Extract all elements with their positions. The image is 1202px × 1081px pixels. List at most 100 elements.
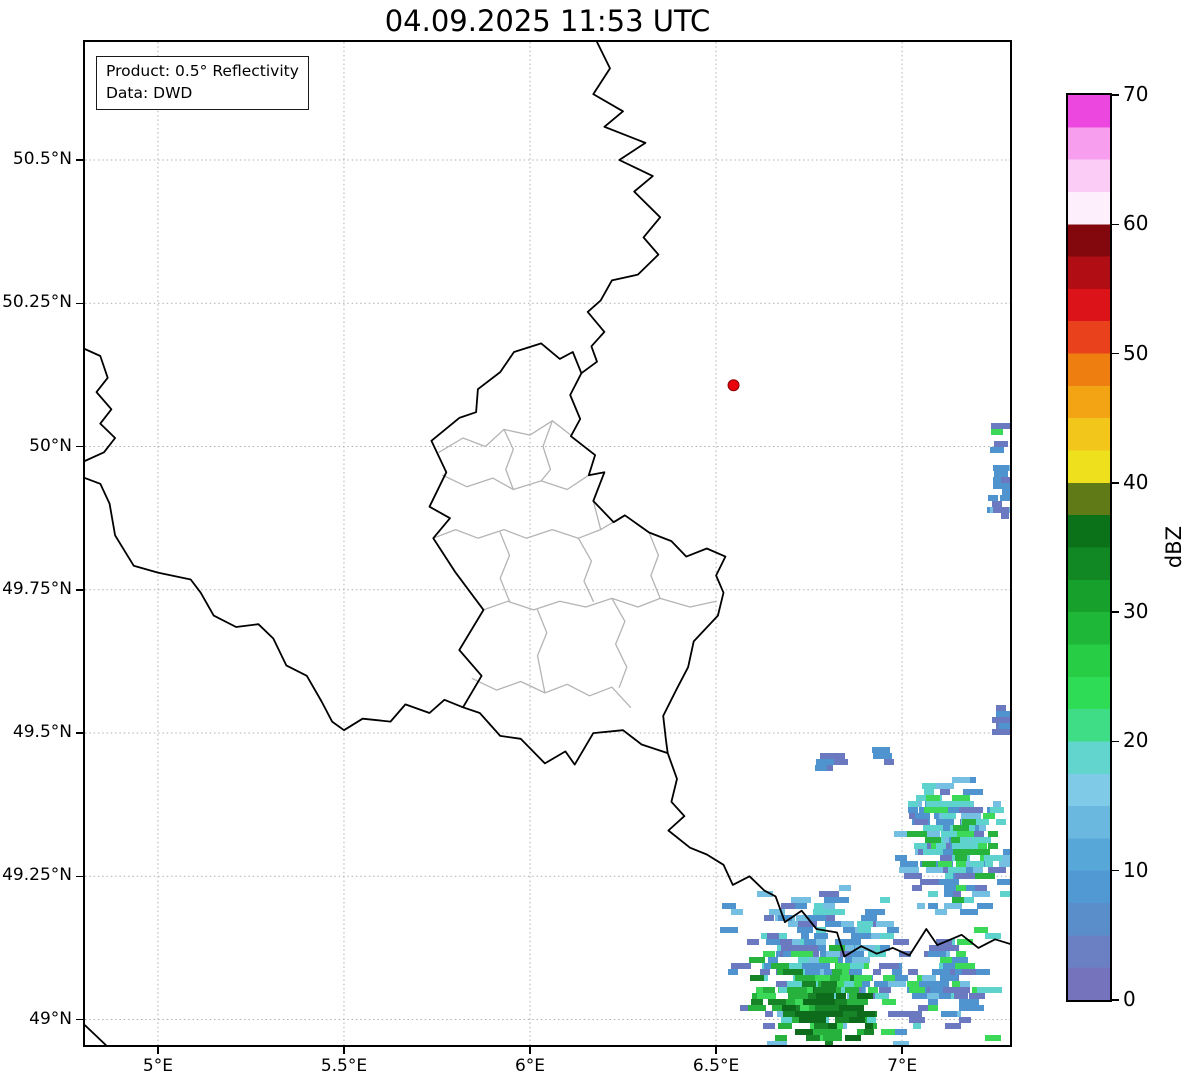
radar-echo-cell (765, 1011, 773, 1017)
map-plot-area: Product: 0.5° Reflectivity Data: DWD (83, 40, 1012, 1047)
radar-echo-cell (845, 939, 861, 945)
radar-echo-cell (975, 873, 995, 879)
radar-echo-cell (801, 933, 809, 939)
radar-site-marker (727, 379, 740, 392)
radar-echo-cell (768, 999, 786, 1005)
radar-echo-cell (945, 873, 953, 879)
radar-echo-cell (793, 1005, 809, 1011)
radar-echo-cell (983, 813, 995, 819)
radar-echo-cell (945, 1023, 961, 1029)
radar-echo-cell (832, 969, 842, 975)
radar-echo-cell (956, 831, 974, 837)
radar-echo-cell (974, 927, 988, 933)
radar-echo-cell (804, 939, 822, 945)
radar-echo-cell (881, 1029, 897, 1035)
colorbar-label: dBZ (1162, 525, 1186, 569)
y-tick (76, 302, 83, 305)
radar-echo-cell (927, 993, 939, 999)
radar-echo-cell (914, 819, 928, 825)
radar-echo-cell (763, 987, 775, 993)
radar-echo-cell (922, 783, 936, 789)
y-tick-label: 50.25°N (2, 292, 72, 313)
radar-echo-cell (761, 933, 769, 939)
radar-echo-cell (864, 1029, 874, 1035)
radar-echo-cell (756, 987, 766, 993)
colorbar-tick (1112, 611, 1119, 613)
radar-echo-cell (814, 1023, 828, 1029)
radar-echo-cell (971, 867, 983, 873)
radar-echo-cell (936, 819, 954, 825)
radar-echo-cell (808, 1017, 818, 1023)
radar-echo-cell (909, 987, 925, 993)
radar-echo-cell (994, 471, 1008, 477)
radar-echo-cell (816, 993, 834, 999)
radar-echo-cell (936, 843, 946, 849)
radar-echo-cell (826, 1005, 840, 1011)
radar-echo-cell (825, 1041, 833, 1045)
radar-echo-cell (917, 903, 925, 909)
info-product-line: Product: 0.5° Reflectivity (106, 62, 299, 80)
radar-echo-cell (955, 855, 967, 861)
district-border (432, 514, 626, 539)
radar-echo-cell (953, 825, 969, 831)
radar-echo-cell (912, 885, 922, 891)
radar-echo-cell (993, 465, 1009, 471)
radar-echo-cell (819, 957, 831, 963)
colorbar-tick-label: 0 (1123, 987, 1136, 1011)
y-tick (76, 445, 83, 448)
radar-echo-cell (844, 981, 854, 987)
district-border (540, 420, 553, 482)
radar-echo-cell (855, 1011, 875, 1017)
radar-echo-cell (977, 903, 993, 909)
radar-echo-cell (1003, 849, 1010, 855)
radar-echo-cell (798, 957, 812, 963)
radar-echo-cell (923, 825, 943, 831)
radar-echo-cell (924, 789, 934, 795)
radar-echo-cell (960, 909, 978, 915)
radar-echo-cell (932, 969, 950, 975)
radar-echo-cell (844, 945, 854, 951)
radar-echo-cell (899, 867, 919, 873)
radar-echo-cell (847, 987, 859, 993)
radar-echo-cell (826, 951, 840, 957)
radar-echo-cell (930, 987, 944, 993)
radar-echo-cell (952, 795, 970, 801)
radar-echo-cell (822, 987, 836, 993)
colorbar-tick-label: 50 (1123, 340, 1149, 365)
radar-echo-cell (960, 849, 978, 855)
radar-echo-cell (824, 1029, 842, 1035)
radar-echo-cell (849, 1017, 865, 1023)
radar-echo-cell (795, 1029, 815, 1035)
radar-echo-cell (884, 933, 894, 939)
radar-echo-cell (928, 1005, 938, 1011)
x-tick (343, 1047, 345, 1054)
radar-echo-cell (1000, 495, 1010, 501)
radar-echo-cell (963, 789, 983, 795)
radar-echo-cell (993, 507, 1009, 513)
radar-echo-cell (964, 885, 974, 891)
radar-echo-cell (957, 801, 973, 807)
radar-echo-cell (953, 891, 961, 897)
radar-echo-cell (908, 801, 918, 807)
radar-echo-cell (928, 999, 938, 1005)
radar-echo-cell (872, 747, 890, 753)
radar-echo-cell (816, 945, 826, 951)
radar-echo-cell (801, 921, 817, 927)
radar-echo-cell (944, 891, 954, 897)
x-tick-label: 5°E (142, 1056, 173, 1076)
radar-echo-cell (934, 807, 948, 813)
radar-echo-cell (952, 981, 962, 987)
colorbar (1066, 93, 1112, 1002)
radar-echo-cell (999, 861, 1010, 867)
plot-title: 04.09.2025 11:53 UTC (384, 4, 711, 38)
radar-echo-cell (926, 795, 940, 801)
radar-echo-cell (918, 1005, 932, 1011)
radar-echo-cell (850, 963, 864, 969)
radar-echo-cell (941, 831, 957, 837)
radar-echo-cell (814, 903, 828, 909)
radar-echo-cell (941, 1011, 957, 1017)
radar-echo-cell (924, 807, 934, 813)
radar-echo-cell (929, 945, 945, 951)
radar-echo-cell (757, 993, 773, 999)
radar-echo-cell (957, 939, 973, 945)
